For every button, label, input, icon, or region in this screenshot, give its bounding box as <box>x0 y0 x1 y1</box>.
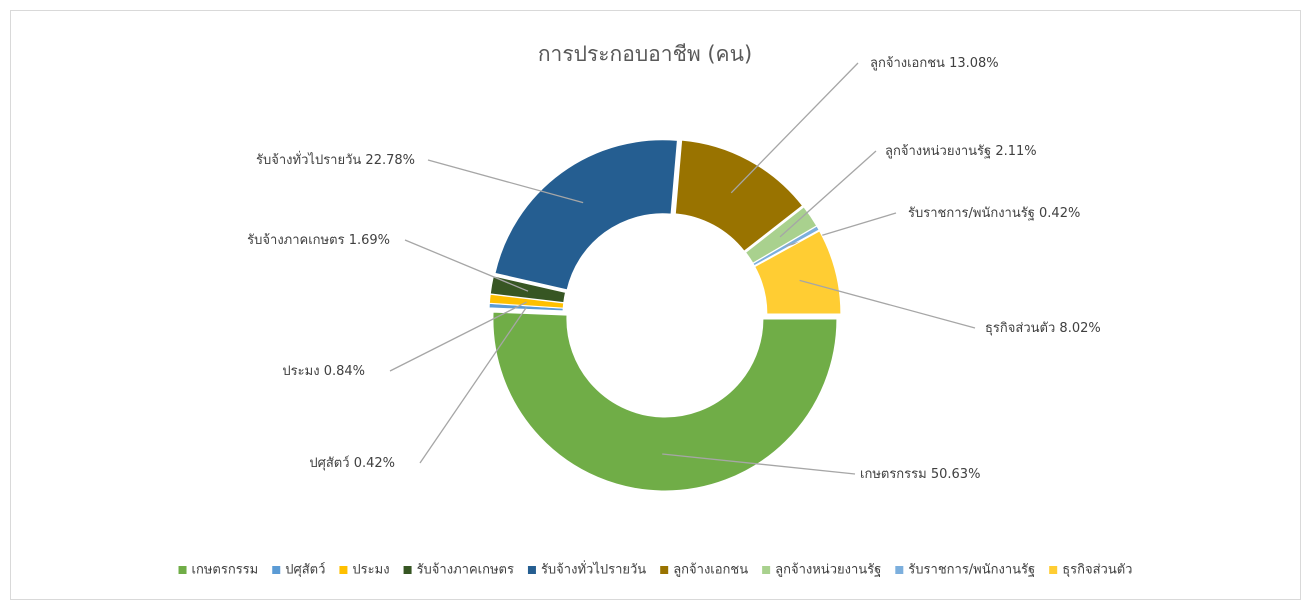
data-label-value: 1.69% <box>349 233 390 248</box>
legend-swatch <box>178 566 187 574</box>
legend-label: รับราชการ/พนักงานรัฐ <box>908 563 1035 578</box>
data-label: ลูกจ้างหน่วยงานรัฐ 2.11% <box>885 144 1037 159</box>
data-label-name: ลูกจ้างเอกชน <box>870 56 945 71</box>
data-label-value: 0.42% <box>354 456 395 471</box>
donut-slice <box>674 139 804 252</box>
data-label: รับราชการ/พนักงานรัฐ 0.42% <box>908 206 1080 221</box>
legend-label: ประมง <box>352 563 389 578</box>
data-label: รับจ้างทั่วไปรายวัน 22.78% <box>256 151 415 168</box>
data-label-name: ประมง <box>282 364 319 379</box>
data-label: เกษตรกรรม 50.63% <box>860 467 980 482</box>
data-label: รับจ้างภาคเกษตร 1.69% <box>247 233 390 248</box>
leader-line <box>779 150 877 238</box>
legend-swatch <box>403 566 412 574</box>
legend-swatch <box>527 566 536 574</box>
chart-title: การประกอบอาชีพ (คน) <box>538 42 752 66</box>
leader-line <box>662 453 856 475</box>
data-label: ปศุสัตว์ 0.42% <box>309 455 395 471</box>
data-label-value: 2.11% <box>995 144 1036 159</box>
data-label-value: 50.63% <box>931 467 981 482</box>
donut-slice <box>494 139 678 291</box>
data-label-name: รับจ้างภาคเกษตร <box>247 233 344 248</box>
leader-line <box>799 279 976 329</box>
legend-label: รับจ้างภาคเกษตร <box>417 563 514 578</box>
chart-border <box>10 10 1301 600</box>
legend-label: ลูกจ้างหน่วยงานรัฐ <box>775 563 881 578</box>
legend-label: ปศุสัตว์ <box>285 562 325 578</box>
legend: เกษตรกรรม ปศุสัตว์ ประมง รับจ้างภาคเกษตร รับ… <box>178 561 1132 578</box>
donut-slice <box>492 311 838 492</box>
data-label-value: 8.02% <box>1059 321 1100 336</box>
legend-label: รับจ้างทั่วไปรายวัน <box>541 561 646 578</box>
data-label-value: 0.42% <box>1039 206 1080 221</box>
legend-label: เกษตรกรรม <box>192 563 259 578</box>
leader-line <box>389 301 527 372</box>
legend-swatch <box>1049 566 1058 574</box>
donut-slice <box>489 275 567 304</box>
leader-line <box>427 159 584 204</box>
data-label-name: ลูกจ้างหน่วยงานรัฐ <box>885 144 991 159</box>
data-label: ลูกจ้างเอกชน 13.08% <box>870 56 999 71</box>
data-label-value: 0.84% <box>324 364 365 379</box>
legend-swatch <box>660 566 669 574</box>
data-label-name: ปศุสัตว์ <box>309 455 349 471</box>
data-label-value: 22.78% <box>365 153 415 168</box>
data-label-name: รับจ้างทั่วไปรายวัน <box>256 151 361 168</box>
legend-label: ธุรกิจส่วนตัว <box>1062 563 1132 578</box>
data-label-name: ธุรกิจส่วนตัว <box>985 321 1055 336</box>
legend-swatch <box>272 566 281 574</box>
data-label-name: รับราชการ/พนักงานรัฐ <box>908 206 1035 221</box>
leader-line <box>404 239 529 292</box>
legend-swatch <box>339 566 348 574</box>
legend-label: ลูกจ้างเอกชน <box>673 563 748 578</box>
data-label-name: เกษตรกรรม <box>860 467 927 482</box>
leader-line <box>730 62 859 194</box>
legend-swatch <box>762 566 771 574</box>
data-label-value: 13.08% <box>949 56 999 71</box>
legend-swatch <box>895 566 904 574</box>
leader-line <box>419 307 527 464</box>
data-label: ธุรกิจส่วนตัว 8.02% <box>985 321 1101 336</box>
donut-slice <box>754 230 842 315</box>
data-label: ประมง 0.84% <box>282 364 365 379</box>
